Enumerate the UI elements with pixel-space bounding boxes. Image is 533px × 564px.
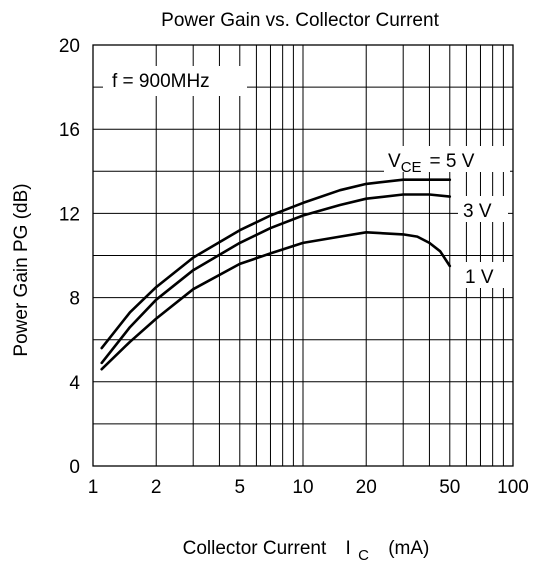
x-tick-label: 1 xyxy=(88,477,99,498)
x-axis-unit: (mA) xyxy=(388,538,429,559)
series-line xyxy=(100,231,452,371)
y-tick-label: 4 xyxy=(69,373,80,394)
x-tick-label: 20 xyxy=(356,477,377,498)
y-tick-label: 12 xyxy=(59,204,80,225)
x-axis-symbol-sub: C xyxy=(358,547,369,564)
chart-title: Power Gain vs. Collector Current xyxy=(161,10,439,31)
series-labels: VCE = 5 V 3 V 1 V xyxy=(384,146,510,288)
annotation-frequency: f = 900MHz xyxy=(112,71,210,92)
x-axis-label-text: Collector Current xyxy=(183,538,327,559)
grid xyxy=(92,44,514,467)
plot-frame xyxy=(92,44,514,467)
series-line xyxy=(100,193,452,365)
series-label: 1 V xyxy=(465,267,494,288)
y-tick-label: 20 xyxy=(59,36,80,57)
y-axis-label: Power Gain PG (dB) xyxy=(11,183,32,356)
series-line xyxy=(100,178,452,350)
y-tick-label: 0 xyxy=(69,457,80,478)
series-label-bg xyxy=(384,146,510,172)
series-label: 3 V xyxy=(463,201,492,222)
series-label: VCE = 5 V xyxy=(388,151,475,176)
x-axis-symbol: I xyxy=(346,538,351,559)
annotation-box xyxy=(103,66,247,96)
x-tick-label: 100 xyxy=(497,477,529,498)
x-tick-label: 50 xyxy=(439,477,460,498)
series-label-bg xyxy=(461,262,507,288)
x-tick-label: 2 xyxy=(151,477,162,498)
series-curves xyxy=(100,178,452,371)
x-tick-label: 5 xyxy=(234,477,245,498)
y-tick-label: 8 xyxy=(69,289,80,310)
series-label-bg xyxy=(458,196,508,222)
x-axis-label: Collector Current I C (mA) xyxy=(183,538,430,564)
y-tick-label: 16 xyxy=(59,120,80,141)
x-tick-label: 10 xyxy=(292,477,313,498)
